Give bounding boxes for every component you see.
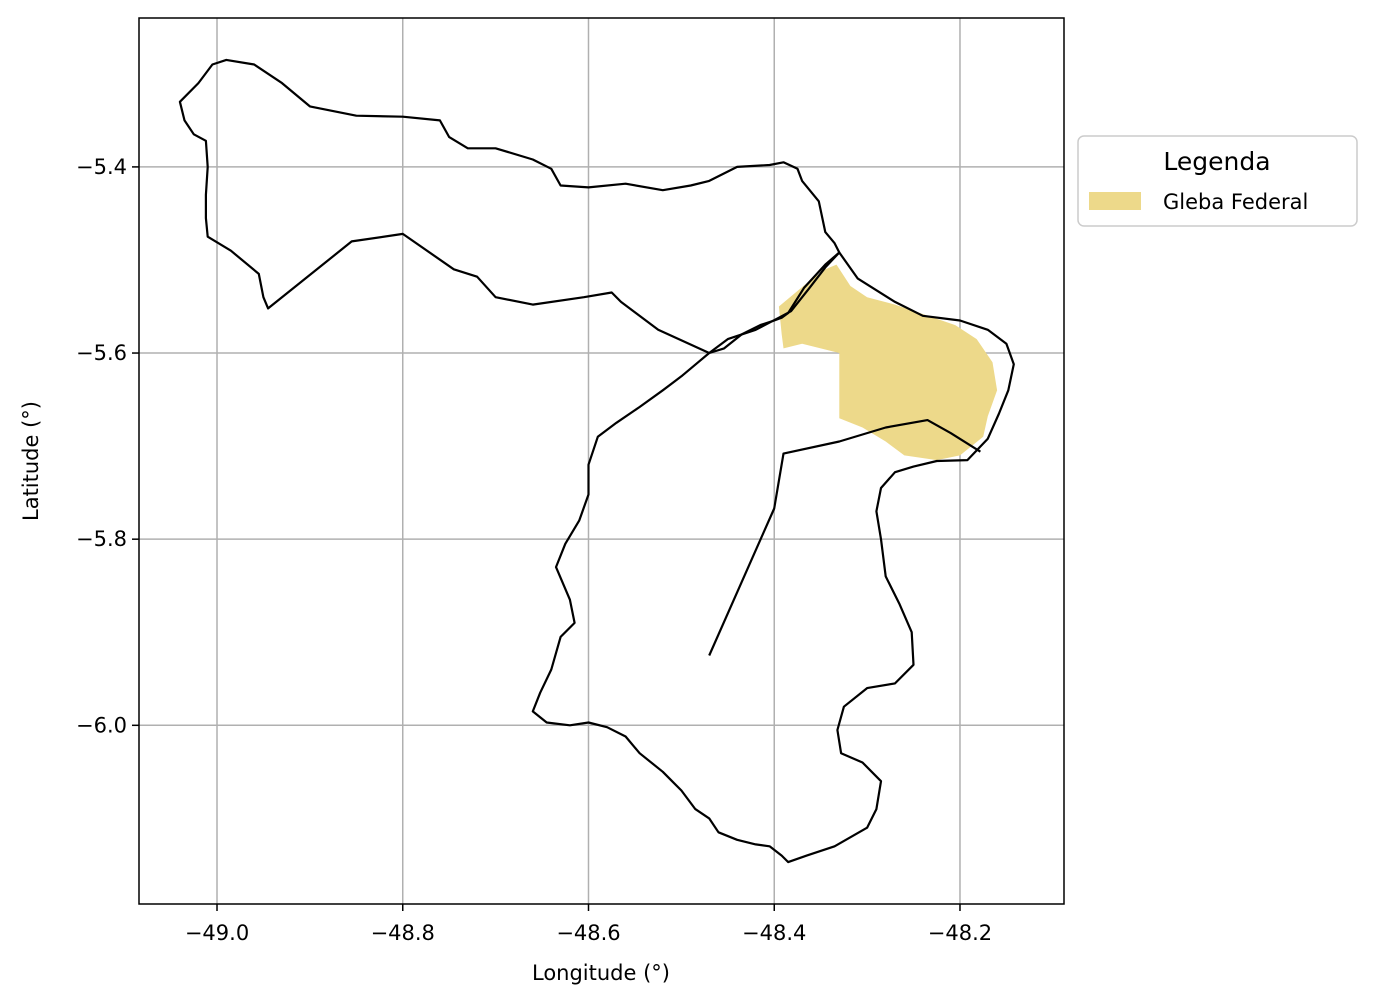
y-tick-label: −5.8	[76, 527, 127, 551]
filled-regions	[778, 264, 998, 461]
municipality-boundary-2	[531, 251, 1015, 864]
gleba-federal-region	[778, 264, 998, 461]
plot-area	[138, 17, 1065, 905]
y-tick-label: −5.4	[76, 155, 127, 179]
axes-background	[139, 18, 1064, 904]
legend-swatch-gleba-federal	[1089, 192, 1141, 210]
x-tick-label: −48.4	[742, 921, 806, 945]
axes-frame	[138, 17, 1065, 905]
legend: Legenda Gleba Federal	[1077, 135, 1358, 227]
x-tick-label: −49.0	[185, 921, 249, 945]
x-tick-label: −48.6	[556, 921, 620, 945]
x-axis-ticks: −49.0 −48.8 −48.6 −48.4 −48.2	[185, 904, 992, 945]
y-axis-title: Latitude (°)	[19, 401, 43, 521]
legend-title: Legenda	[1163, 147, 1270, 176]
legend-label-gleba-federal: Gleba Federal	[1163, 190, 1308, 214]
municipality-boundary-1	[178, 58, 841, 355]
x-tick-label: −48.8	[371, 921, 435, 945]
legend-box	[1077, 135, 1358, 227]
y-tick-label: −6.0	[76, 713, 127, 737]
y-tick-label: −5.6	[76, 341, 127, 365]
y-axis-ticks: −5.4 −5.6 −5.8 −6.0	[76, 155, 139, 737]
x-tick-label: −48.2	[928, 921, 992, 945]
x-axis-title: Longitude (°)	[532, 961, 670, 985]
boundaries	[178, 58, 1015, 864]
internal-boundary-line	[708, 419, 981, 656]
